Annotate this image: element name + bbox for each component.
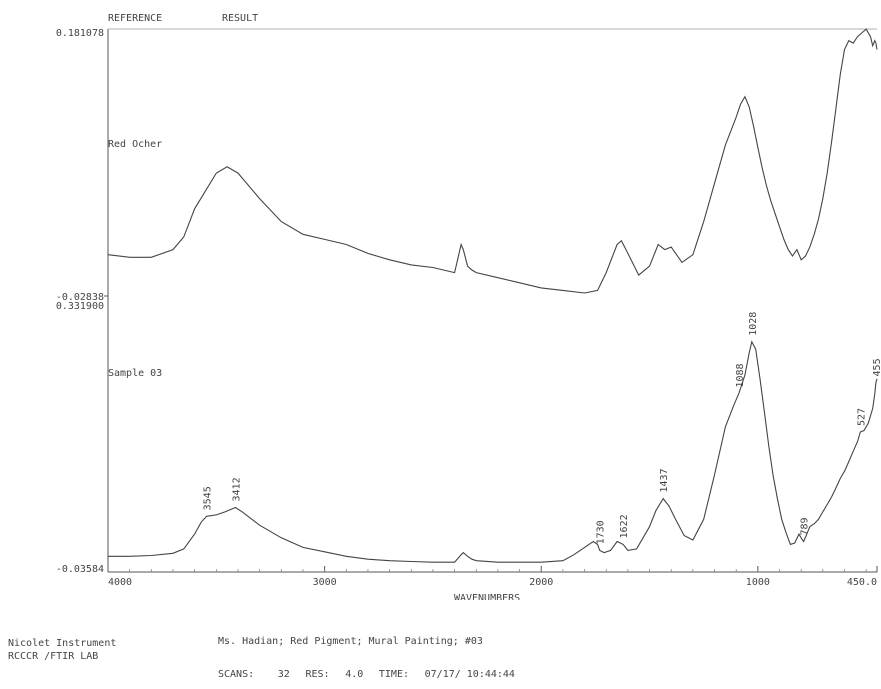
peak-label-1622: 1622: [619, 514, 630, 538]
scans-label: SCANS:: [218, 669, 255, 680]
instrument-name: Nicolet Instrument: [8, 638, 117, 649]
series-name-sample-03: Sample 03: [108, 368, 162, 379]
ftir-spectrum-chart: 4000 3000 2000 1000 450.0 WAVENUMBERS Red Och…: [56, 13, 881, 600]
peak-label-1088: 1088: [735, 363, 746, 387]
scans-value: 32: [277, 669, 290, 680]
peak-label-3545: 3545: [203, 486, 214, 510]
result-label: RESULT: [222, 13, 258, 24]
x-axis-title: WAVENUMBERS: [454, 593, 520, 600]
chart-labels: WAVENUMBERS Red Ocher 0.181078 -0.02838 Samp…: [56, 28, 881, 600]
spectrum-curves: [107, 28, 878, 563]
x-tick-label-450.0: 450.0: [847, 577, 877, 588]
res-value: 4.0: [345, 669, 364, 680]
reference-label: REFERENCE: [108, 13, 162, 24]
y-max-label-panel-1: 0.181078: [56, 28, 104, 39]
y-max-label-panel-2: 0.331900: [56, 301, 104, 312]
peak-label-1028: 1028: [748, 312, 759, 336]
x-tick-label-4000: 4000: [108, 577, 132, 588]
series-name-red-ocher: Red Ocher: [108, 139, 162, 150]
y-min-label-panel-1: -0.02838: [56, 292, 104, 303]
peak-label-1437: 1437: [659, 468, 670, 492]
series-line-sample-03: [108, 340, 878, 563]
plot-frame: [104, 28, 877, 573]
peak-label-1730: 1730: [596, 520, 607, 544]
sample-description: Ms. Hadian; Red Pigment; Mural Painting;…: [218, 636, 483, 647]
peak-label-3412: 3412: [231, 477, 242, 501]
series-line-red-ocher: [107, 28, 878, 294]
y-min-label-panel-2: -0.03584: [56, 564, 104, 575]
peak-label-789: 789: [800, 517, 811, 535]
peak-label-455: 455: [872, 358, 881, 376]
x-axis-ticks: 4000 3000 2000 1000 450.0: [107, 566, 878, 588]
x-tick-label-1000: 1000: [746, 577, 770, 588]
lab-name: RCCCR /FTIR LAB: [8, 651, 99, 662]
peak-label-527: 527: [856, 408, 867, 426]
time-value: 07/17/ 10:44:44: [424, 669, 515, 680]
x-tick-label-2000: 2000: [529, 577, 553, 588]
time-label: TIME:: [378, 669, 409, 680]
x-tick-label-3000: 3000: [313, 577, 337, 588]
res-label: RES:: [305, 669, 330, 680]
scan-info: SCANS: 32 RES: 4.0 TIME: 07/17/ 10:44:44: [218, 662, 515, 681]
